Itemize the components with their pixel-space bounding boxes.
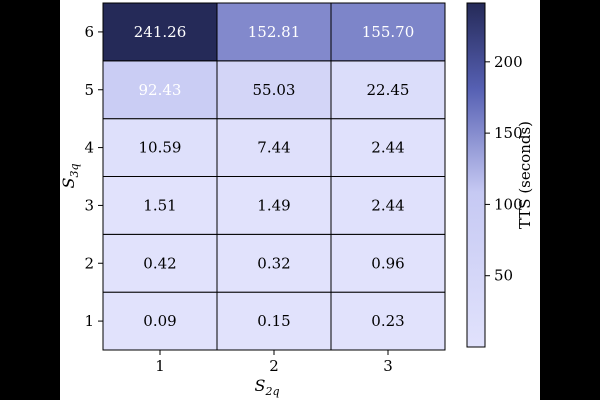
heatmap-cell — [102, 291, 218, 351]
heatmap-chart: 0.09 0.15 0.23 0.42 0.32 0.96 1.51 1.49 2.44 10.5… — [60, 2, 534, 398]
heatmap-cell-label: 1.51 — [143, 196, 176, 214]
heatmap-cell-label: 7.44 — [257, 139, 290, 157]
heatmap-cell — [102, 176, 218, 235]
heatmap-cell — [330, 176, 446, 235]
colorbar-tick-label: 200 — [494, 53, 523, 71]
heatmap-cell — [330, 118, 446, 177]
heatmap-cell — [102, 233, 218, 293]
heatmap-cell-label: 2.44 — [371, 139, 404, 157]
heatmap-cell-label: 0.15 — [257, 312, 290, 330]
colorbar — [466, 2, 486, 348]
heatmap-cell — [216, 2, 332, 62]
y-tick-label: 1 — [84, 312, 94, 330]
x-tick-label: 1 — [155, 357, 165, 375]
colorbar-tick-label: 100 — [494, 195, 523, 213]
heatmap-cell-label: 1.49 — [257, 196, 290, 214]
heatmap-cell-label: 0.32 — [257, 254, 290, 272]
heatmap-cell — [216, 291, 332, 351]
heatmap-cell — [102, 118, 218, 177]
y-tick-label: 5 — [84, 81, 94, 99]
x-tick-label: 2 — [269, 357, 279, 375]
heatmap-cells: 0.09 0.15 0.23 0.42 0.32 0.96 1.51 1.49 2.44 10.5… — [102, 2, 446, 351]
y-tick-label: 4 — [84, 139, 94, 157]
heatmap-cell — [330, 233, 446, 293]
x-axis-label: S2q — [254, 376, 279, 398]
colorbar-tick-label: 150 — [494, 124, 523, 142]
y-tick-label: 2 — [84, 254, 94, 272]
heatmap-cell-label: 0.23 — [371, 312, 404, 330]
heatmap-cell — [216, 233, 332, 293]
y-axis-label-subscript: 3q — [68, 163, 81, 177]
heatmap-cell — [102, 60, 218, 120]
colorbar-ticks: 50 100 150 200 — [485, 53, 523, 285]
heatmap-cell-label: 55.03 — [253, 81, 296, 99]
heatmap-cell-label: 152.81 — [248, 23, 301, 41]
colorbar-label: TTS (seconds) — [516, 121, 534, 229]
heatmap-cell-label: 0.42 — [143, 254, 176, 272]
heatmap-cell-label: 10.59 — [139, 139, 182, 157]
heatmap-cell-label: 22.45 — [367, 81, 410, 99]
x-tick-label: 3 — [383, 357, 393, 375]
y-axis-label: S3q — [60, 163, 81, 188]
y-tick-label: 3 — [84, 196, 94, 214]
x-ticks: 1 2 3 — [155, 350, 393, 375]
heatmap-cell-label: 155.70 — [362, 23, 415, 41]
x-axis-label-subscript: 2q — [264, 385, 279, 398]
heatmap-figure: 0.09 0.15 0.23 0.42 0.32 0.96 1.51 1.49 2.44 10.5… — [60, 0, 540, 400]
heatmap-cell-label: 241.26 — [134, 23, 187, 41]
colorbar-tick-label: 50 — [494, 267, 513, 285]
heatmap-cell-label: 2.44 — [371, 196, 404, 214]
y-tick-label: 6 — [84, 23, 94, 41]
heatmap-cell-label: 0.96 — [371, 254, 404, 272]
heatmap-cell — [216, 176, 332, 235]
heatmap-cell-label: 0.09 — [143, 312, 176, 330]
heatmap-cell-label: 92.43 — [139, 81, 182, 99]
heatmap-cell — [330, 2, 446, 62]
y-ticks: 1 2 3 4 5 6 — [84, 23, 103, 330]
